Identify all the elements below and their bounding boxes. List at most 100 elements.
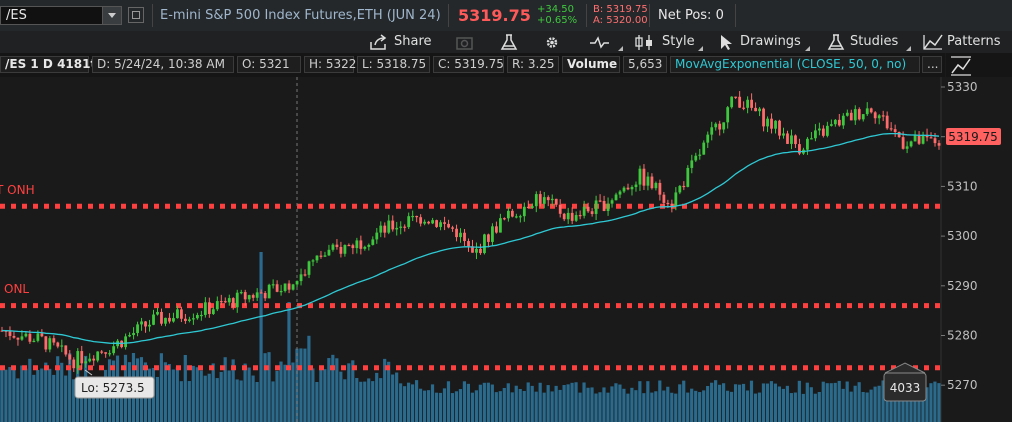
candle-body: [172, 318, 175, 322]
divider: [735, 4, 736, 27]
candle-body: [403, 226, 407, 228]
volume-tag: 4033: [883, 362, 927, 402]
price-tick-label: 5300: [947, 229, 978, 243]
onl-label: ONL: [4, 282, 29, 296]
candle-body: [359, 240, 363, 249]
candle-body: [742, 107, 746, 109]
volume-bar: [873, 386, 877, 422]
candle-body: [251, 295, 255, 298]
volume-bar: [379, 378, 383, 422]
candle-body: [319, 255, 323, 257]
candle-body: [921, 134, 925, 144]
volume-bar: [622, 388, 626, 422]
candle-body: [786, 133, 789, 144]
candle-body: [917, 134, 921, 144]
divider: [152, 4, 153, 27]
camera-button[interactable]: [455, 34, 475, 51]
volume-bar: [331, 354, 335, 422]
volume-bar: [430, 384, 435, 422]
symbol-period-label[interactable]: /ES 1 D 4181t: [0, 56, 96, 73]
candle-body: [100, 351, 104, 353]
candle-body: [411, 215, 415, 218]
volume-bar: [710, 382, 714, 422]
candle-body: [626, 187, 630, 190]
ema-line: [1, 132, 940, 345]
volume-bar: [387, 361, 391, 422]
patterns-button[interactable]: Patterns: [922, 34, 1010, 51]
volume-bar: [881, 380, 885, 422]
candle-body: [479, 248, 482, 254]
volume-bar: [319, 367, 323, 422]
price-tick-label: 5290: [947, 279, 978, 293]
volume-bar: [634, 390, 638, 422]
volume-bar: [718, 384, 722, 422]
candle-body: [379, 225, 383, 233]
ask-price: A: 5320.00: [593, 15, 648, 26]
candle-body: [271, 284, 275, 286]
symbol-lookup-icon[interactable]: [128, 7, 144, 23]
more-button[interactable]: ...: [922, 56, 942, 73]
net-change: +34.50: [537, 4, 575, 15]
drawings-button[interactable]: Drawings: [718, 34, 810, 51]
candle-body: [427, 221, 431, 224]
volume-bar: [849, 391, 853, 422]
candle-body: [774, 120, 777, 129]
volume-bar: [658, 380, 662, 422]
candle-body: [199, 314, 203, 317]
symbol-selector[interactable]: /ES: [0, 6, 122, 25]
volume-bar: [279, 361, 283, 422]
candle-body: [682, 185, 686, 188]
candle-body: [861, 114, 865, 120]
candle-body: [734, 96, 738, 98]
volume-bar: [215, 378, 219, 422]
candle-body: [347, 244, 351, 247]
candle-body: [259, 292, 263, 294]
volume-bar: [690, 388, 694, 422]
flask-button[interactable]: [499, 34, 519, 51]
volume-bar: [199, 370, 203, 422]
expand-icon[interactable]: [948, 55, 978, 77]
volume-bar: [48, 368, 52, 422]
candle-body: [646, 176, 650, 186]
candle-body: [857, 109, 861, 120]
ema-study-label[interactable]: MovAvgExponential (CLOSE, 50, 0, no): [670, 56, 920, 73]
volume-label[interactable]: Volume: [562, 56, 620, 73]
volume-bar: [267, 352, 271, 422]
volume-bar: [845, 381, 849, 422]
volume-bar: [809, 387, 813, 422]
share-button[interactable]: Share: [369, 34, 435, 51]
candle-body: [550, 198, 554, 201]
candle-body: [176, 309, 179, 319]
candle-body: [195, 314, 199, 319]
chevron-down-icon[interactable]: [102, 7, 121, 24]
candle-body: [710, 127, 714, 135]
volume-bar: [92, 377, 96, 422]
volume-bar: [315, 381, 319, 422]
candle-body: [56, 342, 60, 347]
volume-bar: [422, 390, 427, 422]
candle-body: [435, 220, 439, 227]
volume-bar: [901, 392, 905, 422]
candlestick-icon: [635, 35, 652, 50]
candle-body: [136, 324, 139, 334]
volume-bar: [510, 392, 514, 422]
volume-bar: [606, 392, 610, 422]
volume-bar: [52, 374, 56, 422]
candle-body: [447, 223, 450, 228]
studies-button[interactable]: Studies: [826, 34, 912, 51]
volume-bar: [821, 381, 825, 422]
price-chart[interactable]: 5330532053105300529052805270 T ONH ONL 5…: [0, 77, 1012, 422]
volume-bar: [570, 382, 574, 422]
candle-body: [754, 107, 757, 112]
candle-body: [383, 225, 387, 233]
volume-bar: [367, 378, 371, 422]
indicator-button[interactable]: [589, 34, 623, 51]
candle-body: [267, 284, 271, 299]
candle-body: [810, 138, 813, 140]
price-tick-label: 5280: [947, 329, 978, 343]
volume-bar: [933, 381, 937, 422]
volume-bar: [737, 384, 742, 422]
expand-area: [946, 53, 1012, 77]
settings-button[interactable]: [543, 34, 563, 51]
style-button[interactable]: Style: [633, 34, 703, 51]
